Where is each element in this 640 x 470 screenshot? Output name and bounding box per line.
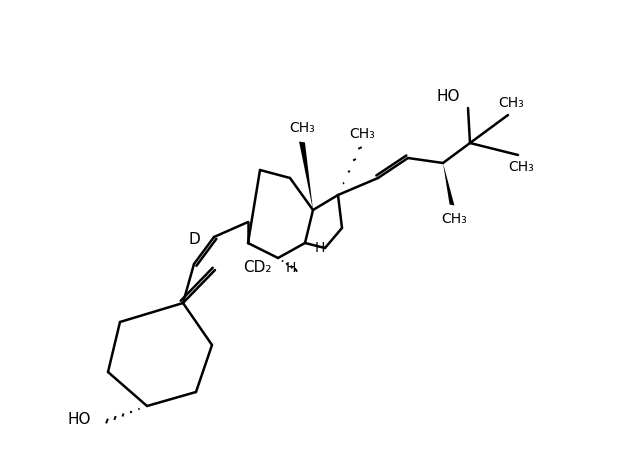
Text: H: H	[286, 261, 296, 275]
Polygon shape	[299, 141, 313, 210]
Text: CH₃: CH₃	[349, 127, 375, 141]
Text: HO: HO	[436, 88, 460, 103]
Text: D: D	[188, 232, 200, 246]
Text: CH₃: CH₃	[508, 160, 534, 174]
Text: H: H	[315, 241, 325, 255]
Text: CH₃: CH₃	[441, 212, 467, 226]
Text: CH₃: CH₃	[498, 96, 524, 110]
Text: HO: HO	[67, 413, 91, 428]
Polygon shape	[443, 163, 454, 205]
Text: CD₂: CD₂	[243, 260, 271, 275]
Text: CH₃: CH₃	[289, 121, 315, 135]
